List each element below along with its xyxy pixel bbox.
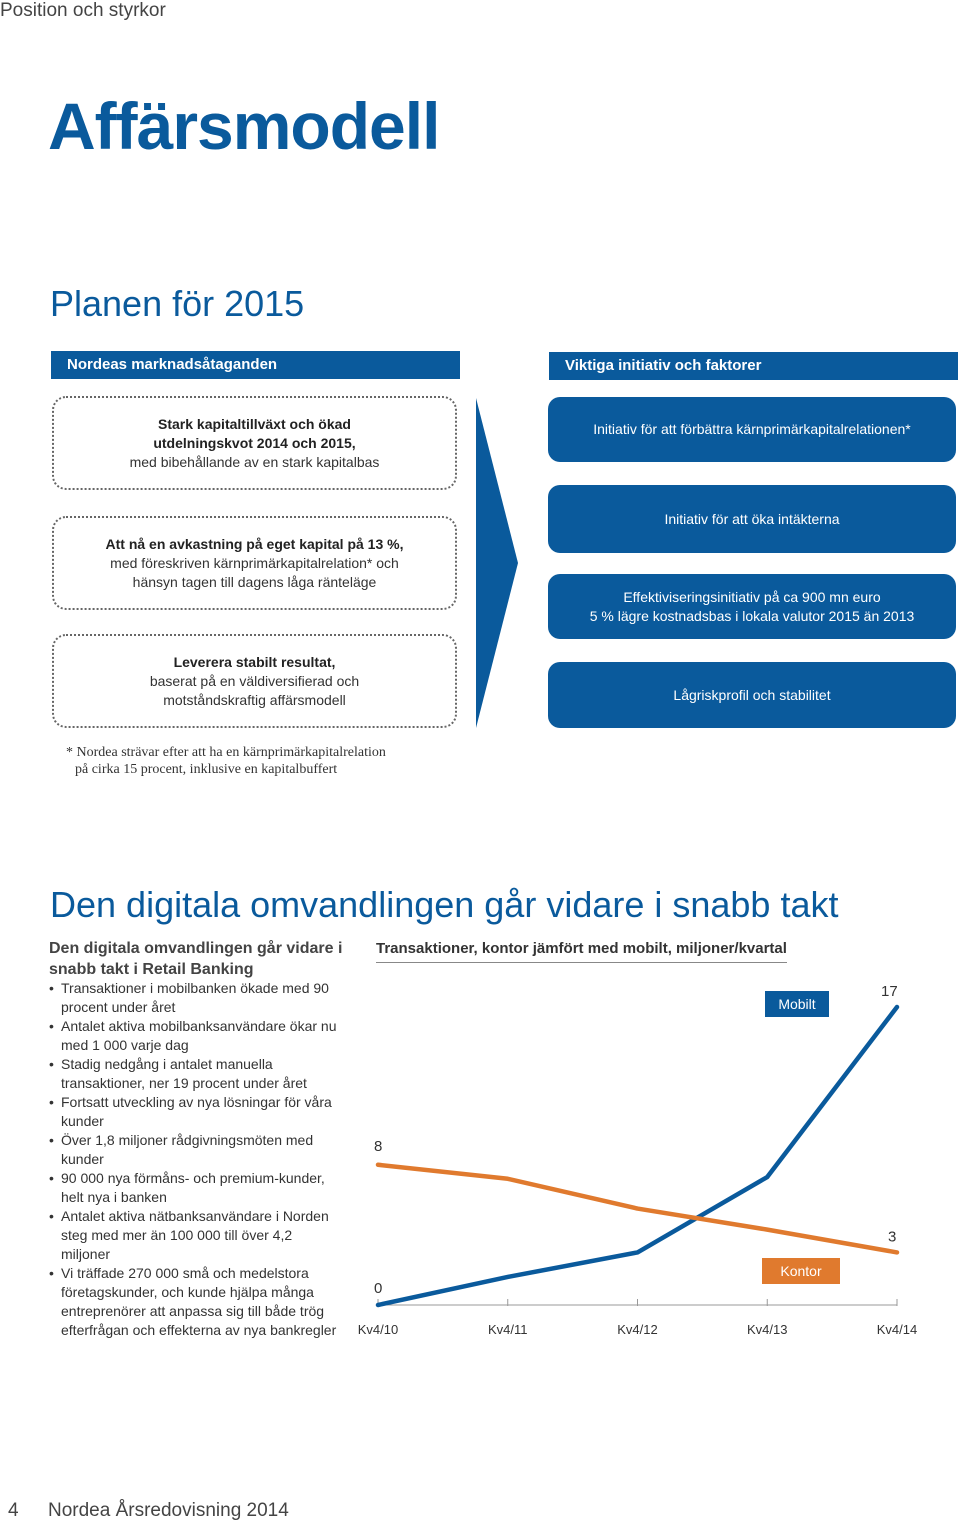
legend-tag-mobilt <box>765 991 829 1017</box>
data-label-mobilt-end: 17 <box>881 983 898 1000</box>
page-number: 4 <box>8 1500 19 1521</box>
chart-title: Transaktioner, kontor jämfört med mobilt… <box>376 940 787 963</box>
commitment-box-1: Stark kapitaltillväxt och ökad utdelning… <box>52 396 457 490</box>
initiative-1-text: Initiativ för att förbättra kärnprimärka… <box>593 421 911 437</box>
list-item: Fortsatt utveckling av nya lösningar för… <box>49 1093 339 1131</box>
initiative-pill-1: Initiativ för att förbättra kärnprimärka… <box>548 397 956 462</box>
commitment-3-bold: Leverera stabilt resultat, <box>173 653 336 670</box>
legend-tag-kontor <box>762 1258 840 1284</box>
list-item: 90 000 nya förmåns- och premium-kunder, … <box>49 1169 339 1207</box>
commitment-2-text: med föreskriven kärnprimärkapitalrelatio… <box>110 554 399 590</box>
commitment-box-2: Att nå en avkastning på eget kapital på … <box>52 516 457 610</box>
footnote-line-1: * Nordea strävar efter att ha en kärnpri… <box>66 745 386 760</box>
x-tick-label: Kv4/10 <box>358 1322 398 1337</box>
commitment-1-bold: Stark kapitaltillväxt och ökad utdelning… <box>153 415 356 451</box>
line-chart: Kv4/10 Kv4/11 Kv4/12 Kv4/13 Kv4/14 0 8 17 3 Mobil… <box>358 983 917 1337</box>
initiative-pill-2: Initiativ för att öka intäkterna <box>548 485 956 553</box>
initiative-4-text: Lågriskprofil och stabilitet <box>673 686 831 703</box>
x-tick-label: Kv4/11 <box>488 1322 528 1337</box>
initiative-3-line2: 5 % lägre kostnadsbas i lokala valutor 2… <box>589 607 915 624</box>
initiative-pill-3: Effektiviseringsinitiativ på ca 900 mn e… <box>548 574 956 639</box>
legend-label-kontor: Kontor <box>780 1263 822 1279</box>
list-item: Transaktioner i mobilbanken ökade med 90… <box>49 979 339 1017</box>
data-label-mobilt-start: 0 <box>374 1280 382 1297</box>
footnote-line-2: på cirka 15 procent, inklusive en kapita… <box>75 762 338 777</box>
list-item: Antalet aktiva mobilbanksanvändare ökar … <box>49 1017 339 1055</box>
list-item: Över 1,8 miljoner rådgivningsmöten med k… <box>49 1131 339 1169</box>
list-item: Antalet aktiva nätbanksanvändare i Norde… <box>49 1207 339 1264</box>
footnote: * Nordea strävar efter att ha en kärnpri… <box>66 744 386 778</box>
initiative-3-line1: Effektiviseringsinitiativ på ca 900 mn e… <box>623 588 881 605</box>
section-header: Position och styrkor <box>0 0 166 21</box>
legend-label-mobilt: Mobilt <box>778 996 815 1012</box>
plan-heading: Planen för 2015 <box>50 283 305 324</box>
flow-arrow-icon <box>476 398 518 728</box>
page-title: Affärsmodell <box>48 89 440 163</box>
series-line-mobilt <box>375 1004 900 1308</box>
list-item: Vi träffade 270 000 små och medelstora f… <box>49 1264 339 1340</box>
footer: 4 Nordea Årsredovisning 2014 <box>8 1500 289 1522</box>
series-line-kontor <box>375 1162 900 1255</box>
commitment-1-text: med bibehållande av en stark kapitalbas <box>129 453 380 470</box>
initiatives-header: Viktiga initiativ och faktorer <box>549 352 958 380</box>
commitment-box-3: Leverera stabilt resultat, baserat på en… <box>52 634 457 728</box>
digital-subtitle: Den digitala omvandlingen går vidare i s… <box>49 940 343 978</box>
data-label-kontor-start: 8 <box>374 1138 382 1155</box>
bullet-list: Transaktioner i mobilbanken ökade med 90… <box>49 979 339 1340</box>
commitment-2-bold: Att nå en avkastning på eget kapital på … <box>105 535 404 552</box>
digital-heading: Den digitala omvandlingen går vidare i s… <box>50 884 839 925</box>
footer-text: Nordea Årsredovisning 2014 <box>48 1500 289 1521</box>
initiative-pill-4: Lågriskprofil och stabilitet <box>548 662 956 728</box>
data-label-kontor-end: 3 <box>888 1228 896 1245</box>
commitment-3-text: baserat på en väldiversifierad och motst… <box>149 672 360 708</box>
x-tick-label: Kv4/12 <box>617 1322 657 1337</box>
x-tick-label: Kv4/13 <box>747 1322 787 1337</box>
list-item: Stadig nedgång i antalet manuella transa… <box>49 1055 339 1093</box>
initiative-2-text: Initiativ för att öka intäkterna <box>664 511 840 527</box>
commitments-header: Nordeas marknadsåtaganden <box>51 351 460 379</box>
x-tick-label: Kv4/14 <box>877 1322 917 1337</box>
